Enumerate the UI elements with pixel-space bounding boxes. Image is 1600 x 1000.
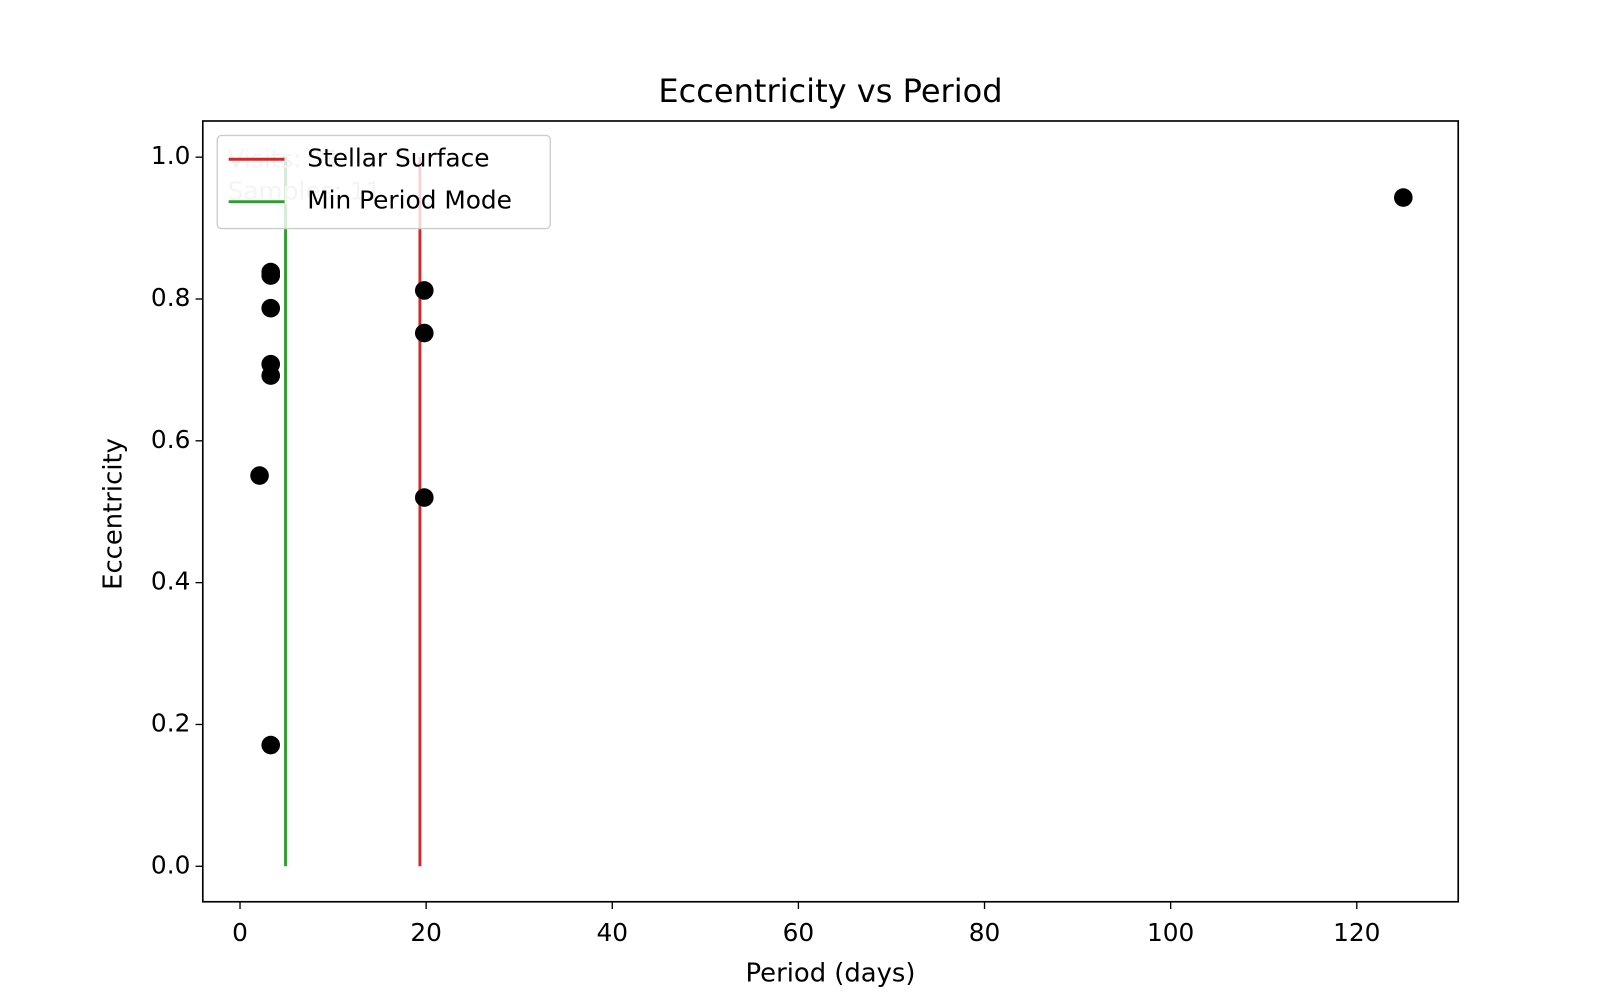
point <box>414 281 434 300</box>
x-tick-label: 120 <box>1333 918 1380 947</box>
chart-title: Eccentricity vs Period <box>658 72 1002 110</box>
legend-box <box>216 134 551 230</box>
x-tick-label: 100 <box>1147 918 1194 947</box>
axes-frame <box>201 120 1460 903</box>
legend: Stellar Surface Min Period Mode <box>216 134 551 230</box>
y-tick-label: 1.0 <box>151 141 190 170</box>
y-tick-label: 0.2 <box>151 708 190 737</box>
y-axis-label: Eccentricity <box>98 438 128 590</box>
y-tick-label: 0.6 <box>151 425 190 454</box>
point <box>261 298 281 318</box>
point <box>414 488 434 507</box>
point <box>261 366 281 385</box>
x-tick-label: 0 <box>232 918 248 947</box>
x-axis-label: Period (days) <box>746 959 916 989</box>
y-tick-label: 0.4 <box>151 567 190 596</box>
legend-label: Stellar Surface <box>307 143 489 172</box>
y-tick-label: 0.8 <box>151 283 190 312</box>
point <box>1394 188 1413 207</box>
x-tick-label: 80 <box>969 918 1001 947</box>
point <box>414 323 434 343</box>
point <box>261 735 281 755</box>
x-tick-label: 60 <box>783 918 815 947</box>
y-tick-label: 0.0 <box>151 850 190 879</box>
legend-label: Min Period Mode <box>307 186 512 215</box>
point <box>261 266 281 285</box>
x-tick-label: 40 <box>596 918 628 947</box>
x-tick-label: 20 <box>410 918 442 947</box>
point <box>250 466 269 485</box>
